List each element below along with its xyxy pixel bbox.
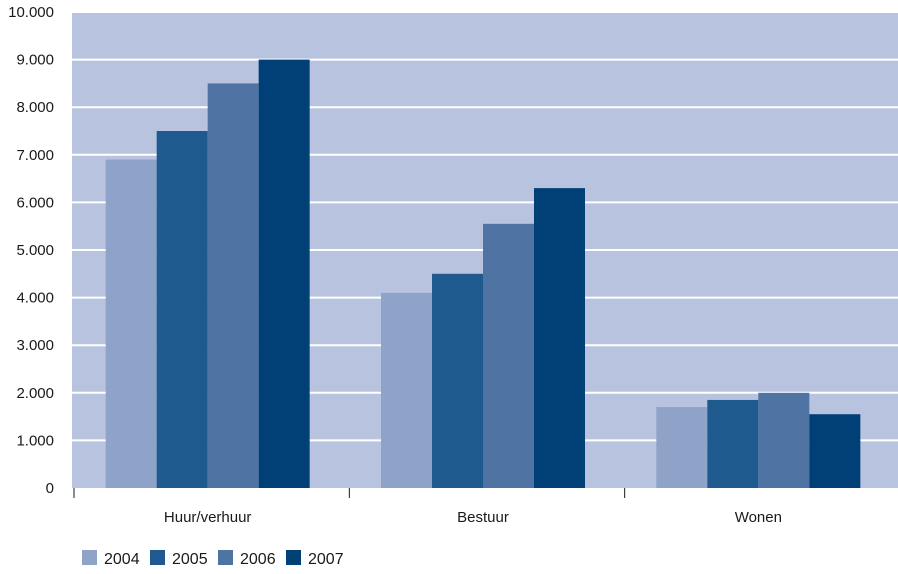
bars <box>105 59 861 489</box>
bar-2004-bestuur <box>381 292 432 488</box>
bar-2005-bestuur <box>432 273 483 488</box>
y-tick-label: 10.000 <box>8 4 54 21</box>
bar-2006-wonen <box>758 392 810 488</box>
x-category-label: Bestuur <box>457 509 509 526</box>
y-tick-label: 5.000 <box>16 242 54 259</box>
legend-swatch-2006 <box>218 550 233 565</box>
y-tick-label: 6.000 <box>16 194 54 211</box>
y-axis-ticks: 0 1.000 2.000 3.000 4.000 5.000 6.000 7.000 8.00… <box>8 4 54 497</box>
x-category-label: Huur/verhuur <box>164 509 252 526</box>
y-tick-label: 2.000 <box>16 385 54 402</box>
x-axis: Huur/verhuur Bestuur Wonen <box>73 488 782 526</box>
bar-2007-huur-verhuur <box>258 59 310 488</box>
legend: 2004 2005 2006 2007 <box>82 550 344 568</box>
y-tick-label: 7.000 <box>16 147 54 164</box>
y-tick-label: 4.000 <box>16 290 54 307</box>
bar-2004-huur-verhuur <box>105 159 157 488</box>
y-tick-label: 0 <box>46 480 54 497</box>
bar-2007-wonen <box>809 414 861 488</box>
y-tick-label: 9.000 <box>16 52 54 69</box>
legend-label-2007: 2007 <box>308 551 344 568</box>
legend-label-2005: 2005 <box>172 551 208 568</box>
bar-2005-huur-verhuur <box>156 131 208 488</box>
bar-2004-wonen <box>656 407 708 488</box>
bar-2006-huur-verhuur <box>207 83 259 489</box>
bar-2006-bestuur <box>483 223 534 488</box>
y-tick-label: 1.000 <box>16 432 54 449</box>
x-category-label: Wonen <box>735 509 782 526</box>
legend-label-2004: 2004 <box>104 551 140 568</box>
legend-swatch-2004 <box>82 550 97 565</box>
bar-2007-bestuur <box>534 188 585 488</box>
y-tick-label: 3.000 <box>16 337 54 354</box>
legend-swatch-2007 <box>286 550 301 565</box>
bar-2005-wonen <box>707 399 759 488</box>
legend-swatch-2005 <box>150 550 165 565</box>
y-tick-label: 8.000 <box>16 99 54 116</box>
legend-label-2006: 2006 <box>240 551 276 568</box>
